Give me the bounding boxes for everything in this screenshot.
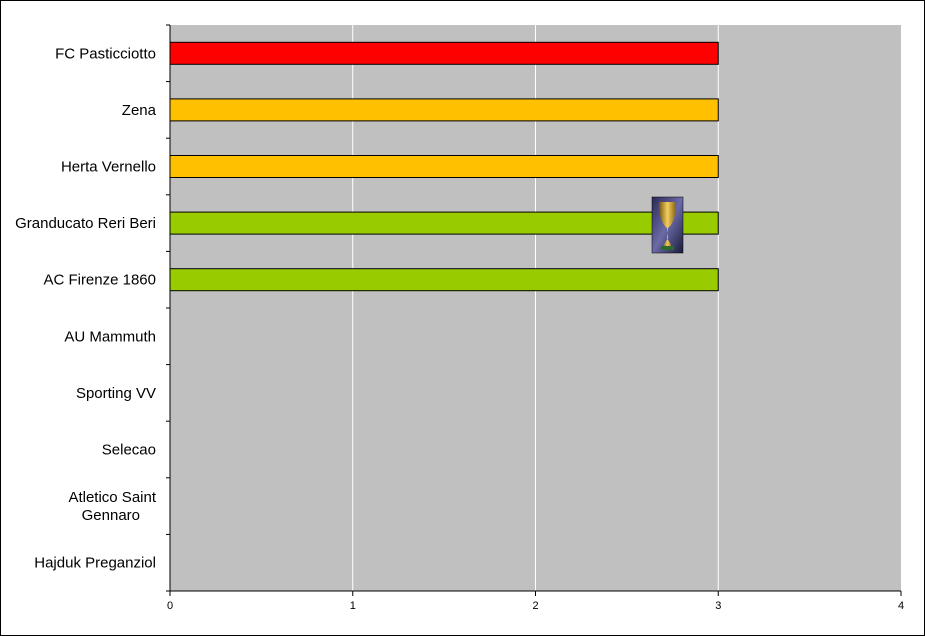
bar	[169, 41, 719, 65]
category-label: AU Mammuth	[64, 328, 156, 345]
axes	[166, 24, 902, 596]
category-label: Sporting VV	[76, 385, 156, 402]
category-label: FC Pasticciotto	[55, 45, 156, 62]
bars	[169, 41, 719, 292]
bar	[169, 98, 719, 122]
category-label: Granducato Reri Beri	[15, 215, 156, 232]
category-label: Atletico Saint Gennaro	[68, 489, 156, 524]
category-label: Zena	[122, 102, 157, 119]
bar	[169, 155, 719, 178]
category-label: Herta Vernello	[61, 159, 156, 176]
category-labels: FC Pasticciotto Zena Herta Vernello Granduc…	[15, 45, 157, 571]
category-label: AC Firenze 1860	[43, 272, 156, 289]
category-label: Hajduk Preganziol	[34, 555, 156, 572]
x-tick-label: 0	[167, 600, 173, 612]
x-tick-label: 2	[532, 600, 538, 612]
x-tick-label: 1	[350, 600, 356, 612]
trophy-icon	[651, 196, 684, 254]
x-tick-label: 4	[898, 600, 904, 612]
category-label: Selecao	[102, 442, 156, 459]
bar	[169, 268, 719, 292]
x-tick-label: 3	[715, 600, 721, 612]
bar	[169, 211, 719, 235]
x-tick-labels: 0 1 2 3 4	[167, 600, 904, 612]
